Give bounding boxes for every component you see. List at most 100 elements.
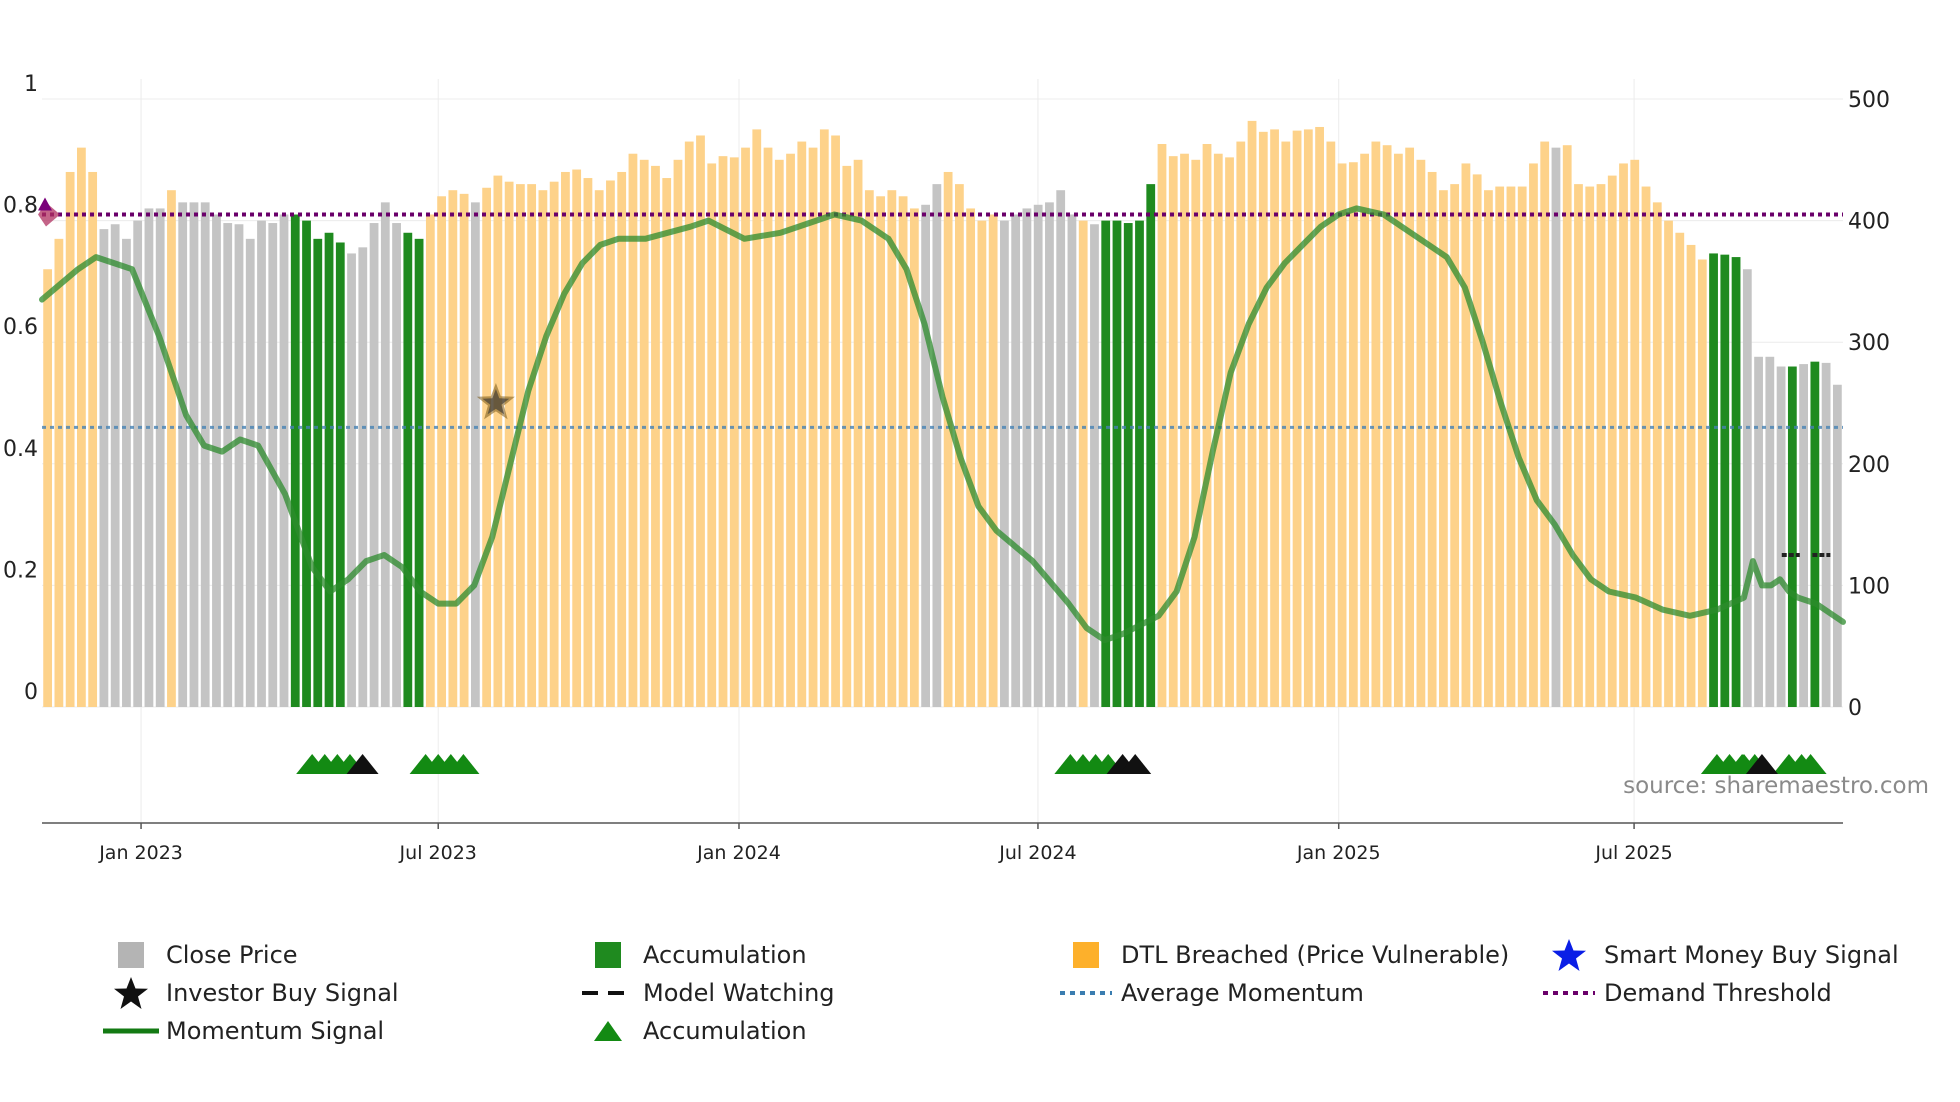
chart-canvas: 0 0.2 0.4 0.6 0.8 1 0 100 200 300 400 500 Jan 2023 Ju… [3, 72, 1929, 864]
bar-dtl-breached [831, 135, 840, 708]
bar-dtl-breached [482, 187, 492, 707]
legend-label: Accumulation [643, 941, 807, 969]
legend-demand-threshold: Demand Threshold [1534, 976, 1832, 1010]
bar-dtl-breached [1416, 159, 1426, 708]
bar-dtl-breached [729, 157, 739, 708]
bar-close-price [110, 224, 120, 708]
bar-dtl-breached [167, 190, 176, 707]
bar-accumulation [1787, 366, 1797, 707]
bar-dtl-breached [606, 180, 615, 708]
bar-accumulation [302, 220, 311, 707]
accumulation-marker-green [1794, 754, 1827, 774]
bar-dtl-breached [1236, 141, 1246, 707]
bar-close-price [1045, 202, 1054, 708]
bar-dtl-breached [774, 159, 784, 708]
bar-dtl-breached [583, 178, 593, 708]
investor-buy-star [482, 389, 510, 415]
bar-dtl-breached [707, 163, 717, 707]
bar-dtl-breached [1157, 143, 1167, 707]
bar-close-price [234, 224, 244, 708]
bar-dtl-breached [966, 208, 976, 707]
right-axis-tick: 0 [1848, 696, 1862, 721]
bar-dtl-breached [842, 165, 852, 707]
bar-dtl-breached [1630, 159, 1640, 708]
bar-accumulation [1810, 361, 1820, 707]
bar-dtl-breached [77, 147, 86, 707]
bar-dtl-breached [752, 129, 762, 707]
bar-close-price [200, 202, 210, 708]
bar-close-price [1011, 214, 1021, 707]
bar-dtl-breached [1641, 186, 1651, 707]
bar-close-price [144, 208, 154, 707]
legend: Close Price Accumulation DTL Breached (P… [0, 912, 1960, 1062]
accumulation-marker-black [1745, 754, 1778, 774]
bar-dtl-breached [425, 214, 435, 707]
bar-close-price [245, 238, 255, 707]
bar-close-price [189, 202, 199, 708]
bar-dtl-breached [1405, 147, 1415, 707]
legend-label: Momentum Signal [166, 1017, 385, 1045]
bar-dtl-breached [1686, 244, 1696, 708]
bar-close-price [1742, 269, 1752, 707]
bar-dtl-breached [1270, 129, 1279, 707]
bar-dtl-breached [549, 181, 559, 708]
bar-dtl-breached [516, 184, 525, 707]
square-orange-icon [1051, 938, 1121, 972]
bar-close-price [1056, 190, 1066, 707]
legend-average-momentum: Average Momentum [1051, 976, 1364, 1010]
bar-dtl-breached [1281, 141, 1291, 707]
left-axis-tick: 0.2 [3, 558, 38, 583]
bar-dtl-breached [1596, 184, 1606, 707]
bar-dtl-breached [853, 159, 863, 708]
bar-dtl-breached [527, 184, 537, 707]
right-axis-tick: 100 [1848, 574, 1890, 599]
bar-close-price [223, 223, 233, 708]
bar-dtl-breached [786, 153, 795, 708]
bar-dtl-breached [797, 141, 807, 707]
bar-close-price [392, 223, 401, 708]
star-black-icon [96, 976, 166, 1010]
bar-accumulation [1112, 220, 1122, 707]
bar-dtl-breached [1439, 190, 1448, 707]
dashed-line-icon [573, 976, 643, 1010]
legend-close-price: Close Price [96, 938, 298, 972]
bar-dtl-breached [572, 169, 582, 707]
bar-accumulation [313, 238, 323, 707]
bar-dtl-breached [1168, 156, 1178, 708]
legend-dtl-breached: DTL Breached (Price Vulnerable) [1051, 938, 1509, 972]
legend-model-watching: Model Watching [573, 976, 835, 1010]
bar-dtl-breached [639, 159, 649, 708]
bar-dtl-breached [88, 171, 98, 707]
accumulation-marker-green [447, 754, 480, 774]
bar-dtl-breached [741, 147, 750, 707]
bar-close-price [99, 229, 109, 707]
bar-dtl-breached [909, 208, 919, 707]
bar-dtl-breached [887, 190, 897, 707]
green-line-icon [96, 1014, 166, 1048]
bar-close-price [1821, 362, 1831, 707]
bar-dtl-breached [662, 178, 672, 708]
bar-dtl-breached [1664, 220, 1673, 707]
bar-dtl-breached [617, 171, 627, 707]
right-axis-tick: 400 [1848, 210, 1890, 235]
bar-dtl-breached [1506, 186, 1516, 707]
bar-dtl-breached [718, 156, 728, 708]
bar-dtl-breached [673, 159, 683, 708]
bar-dtl-breached [628, 153, 638, 708]
bar-dtl-breached [43, 269, 53, 707]
bar-dtl-breached [684, 141, 694, 707]
bar-dtl-breached [864, 190, 874, 707]
bar-dtl-breached [1427, 171, 1437, 707]
legend-smart-money: Smart Money Buy Signal [1534, 938, 1899, 972]
legend-label: Close Price [166, 941, 298, 969]
bar-dtl-breached [1517, 186, 1527, 707]
bar-dtl-breached [1180, 153, 1189, 708]
bar-dtl-breached [1360, 153, 1369, 708]
x-axis-tick: Jan 2024 [696, 842, 781, 864]
reference-lines [38, 197, 1843, 429]
bar-dtl-breached [876, 196, 885, 707]
legend-label: Model Watching [643, 979, 835, 1007]
right-axis-tick: 200 [1848, 453, 1890, 478]
bar-dtl-breached [1562, 145, 1572, 707]
bar-dtl-breached [943, 171, 953, 707]
